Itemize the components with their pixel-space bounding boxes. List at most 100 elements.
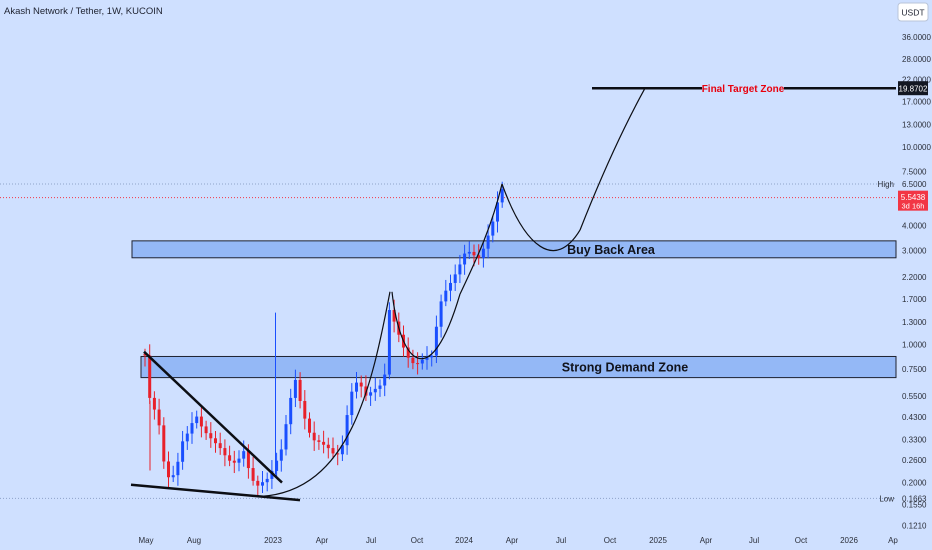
time-tick-label: Oct: [411, 536, 424, 545]
price-tick-label: 4.0000: [902, 222, 927, 231]
candle: [500, 189, 504, 203]
price-tick-label: 3.0000: [902, 246, 927, 255]
candle: [265, 478, 269, 483]
zones-layer: Buy Back Area Strong Demand Zone: [0, 183, 897, 499]
price-tick-label: 13.0000: [902, 121, 931, 130]
price-tick-label: 1.3000: [902, 318, 927, 327]
candle: [453, 274, 457, 283]
target-price-value: 19.8702: [899, 85, 928, 94]
candle: [359, 382, 363, 387]
time-tick-label: 2025: [649, 536, 667, 545]
price-tick-label: 0.2600: [902, 456, 927, 465]
price-tick-label: 10.0000: [902, 143, 931, 152]
high-label: High: [878, 180, 894, 189]
candle: [369, 392, 373, 396]
candle: [312, 432, 316, 441]
projection-curve: [391, 291, 461, 360]
time-tick-label: Apr: [700, 536, 713, 545]
candle: [148, 355, 152, 398]
candle: [232, 460, 236, 463]
price-tick-label: 0.1210: [902, 522, 927, 531]
candle: [162, 425, 166, 462]
currency-label: USDT: [901, 8, 924, 18]
candle: [223, 448, 227, 456]
price-tick-label: 1.7000: [902, 295, 927, 304]
currency-button[interactable]: USDT: [897, 2, 929, 22]
candle: [275, 460, 279, 471]
zone-box: [131, 240, 897, 259]
candle: [383, 374, 387, 386]
candle: [317, 440, 321, 442]
candle: [246, 451, 250, 469]
price-tick-label: 0.3300: [902, 436, 927, 445]
zone-label: Buy Back Area: [567, 243, 656, 257]
low-label: Low: [879, 494, 894, 503]
time-tick-label: 2026: [840, 536, 858, 545]
candle: [228, 455, 232, 461]
candle: [143, 353, 147, 356]
candle: [458, 264, 462, 275]
price-tick-label: 36.0000: [902, 33, 931, 42]
low-value: 0.1663: [902, 494, 927, 503]
price-axis[interactable]: 36.0000 28.0000 22.0000 17.0000 13.0000 10.00…: [902, 33, 931, 530]
price-tick-label: 0.2000: [902, 479, 927, 488]
time-tick-label: Jul: [556, 536, 566, 545]
candle: [185, 433, 189, 442]
candle: [251, 468, 255, 481]
candle: [157, 409, 161, 426]
time-tick-label: Apr: [506, 536, 519, 545]
candle: [279, 449, 283, 461]
candle: [411, 357, 415, 364]
candle: [261, 482, 264, 486]
candle: [190, 423, 194, 434]
candle: [167, 461, 170, 478]
drawings-layer: Final Target Zone: [130, 81, 896, 502]
projection-curve: [579, 87, 646, 231]
price-tick-label: 0.5500: [902, 392, 927, 401]
candle: [181, 441, 185, 462]
candle: [439, 301, 443, 327]
time-tick-label: Ap: [888, 536, 898, 545]
candle: [284, 424, 288, 450]
candle: [373, 388, 377, 393]
candle: [477, 255, 481, 258]
candle: [340, 445, 344, 455]
zone-box: [140, 355, 897, 379]
falling-trendline: [143, 350, 283, 484]
candle: [298, 379, 302, 401]
candle: [322, 441, 326, 445]
candle: [472, 251, 476, 256]
time-tick-label: Jul: [749, 536, 759, 545]
time-tick-label: 2023: [264, 536, 282, 545]
candle: [496, 202, 499, 222]
time-axis[interactable]: May Aug 2023 Apr Jul Oct 2024 Apr Jul Oct 2025 Apr J…: [138, 536, 898, 545]
candle: [481, 248, 485, 258]
price-tick-label: 2.2000: [902, 273, 927, 282]
candle: [199, 416, 203, 427]
candle: [434, 326, 438, 356]
support-trendline: [130, 483, 301, 502]
last-price-tag: [898, 190, 928, 211]
time-tick-label: 2024: [455, 536, 473, 545]
time-tick-label: Apr: [316, 536, 329, 545]
candle: [218, 443, 222, 449]
candle: [449, 282, 452, 291]
time-tick-label: Aug: [187, 536, 201, 545]
candle: [463, 253, 467, 265]
candle: [444, 290, 448, 302]
candle: [355, 382, 358, 392]
price-tick-label: 0.4300: [902, 413, 927, 422]
price-tick-label: 28.0000: [902, 55, 931, 64]
candle: [195, 416, 199, 424]
candle: [237, 458, 241, 463]
candle: [491, 221, 495, 236]
candle: [289, 397, 293, 425]
candle: [425, 357, 429, 360]
time-tick-label: Jul: [366, 536, 376, 545]
candle: [430, 355, 434, 358]
candle: [270, 470, 274, 479]
candle: [416, 363, 420, 365]
